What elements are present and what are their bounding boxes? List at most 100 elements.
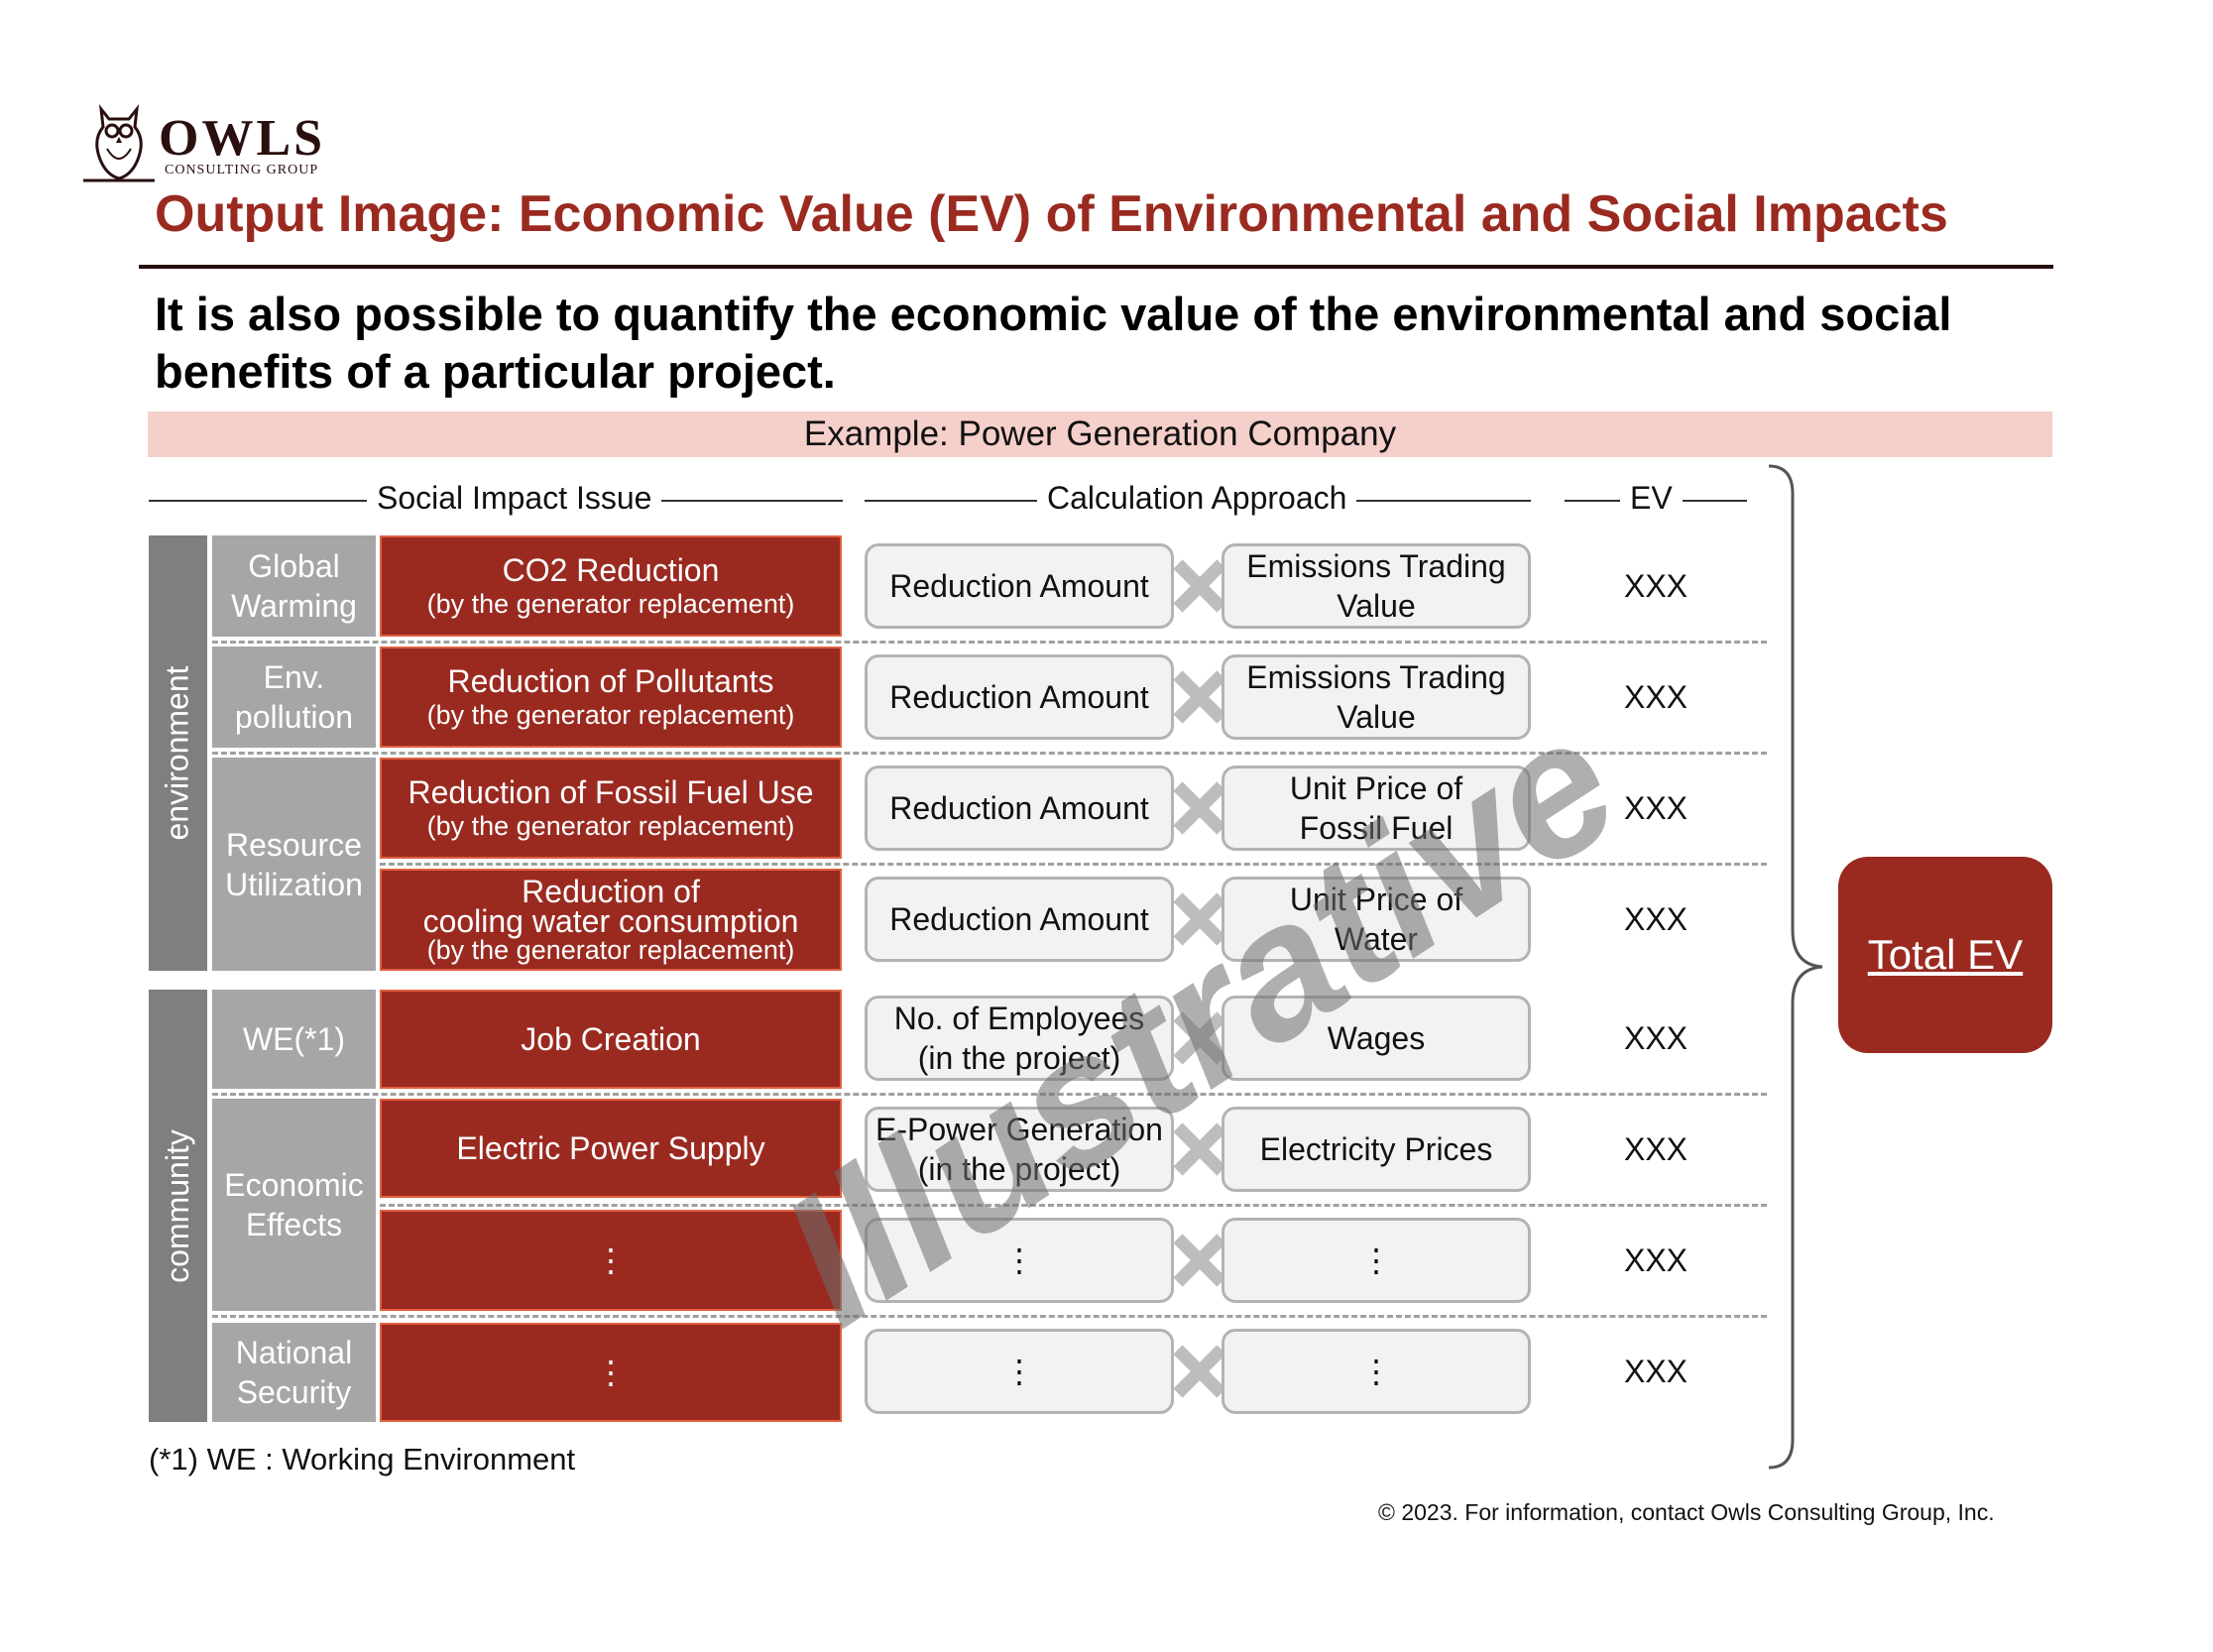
- sum-brace: [1768, 464, 1823, 1470]
- calc-label: Emissions Trading Value: [1246, 659, 1506, 735]
- ev-value: XXX: [1567, 877, 1745, 962]
- calc-label: Unit Price of Water: [1289, 882, 1463, 957]
- row-divider: [212, 1093, 1767, 1096]
- subcategory-label: Resource Utilization: [225, 826, 363, 902]
- calc-factor-2: Emissions Trading Value: [1222, 654, 1531, 740]
- calc-label: ⋮: [1360, 1242, 1392, 1278]
- ev-value: XXX: [1567, 1329, 1745, 1414]
- calc-label: Emissions Trading Value: [1246, 548, 1506, 624]
- calc-factor-2: Wages: [1222, 996, 1531, 1081]
- ev-text: XXX: [1623, 1241, 1689, 1278]
- issue-title: Job Creation: [521, 1021, 701, 1057]
- calc-factor-1: Reduction Amount: [865, 543, 1174, 629]
- multiply-icon: [1173, 892, 1226, 946]
- issue-ellipsis: ⋮: [380, 1323, 842, 1422]
- calc-label: No. of Employees (in the project): [893, 1001, 1145, 1076]
- calc-label: E-Power Generation (in the project): [875, 1112, 1163, 1187]
- page-title: Output Image: Economic Value (EV) of Env…: [155, 185, 1948, 243]
- issue-co2-reduction: CO2 Reduction (by the generator replacem…: [380, 535, 842, 637]
- issue-note: (by the generator replacement): [426, 811, 795, 841]
- calc-factor-2: ⋮: [1222, 1218, 1531, 1303]
- calc-label: Reduction Amount: [889, 679, 1149, 715]
- example-banner: Example: Power Generation Company: [148, 412, 2052, 457]
- calc-label: Wages: [1327, 1020, 1426, 1056]
- calc-label: ⋮: [1003, 1354, 1035, 1389]
- ev-text: XXX: [1623, 678, 1689, 715]
- ev-text: XXX: [1623, 1019, 1689, 1056]
- row-divider: [212, 752, 1767, 755]
- issue-note: (by the generator replacement): [426, 589, 795, 619]
- calc-factor-1: Reduction Amount: [865, 877, 1174, 962]
- row-divider: [380, 863, 1767, 866]
- ev-header: EV: [1620, 480, 1683, 517]
- calc-factor-1: No. of Employees (in the project): [865, 996, 1174, 1081]
- issue-note: (by the generator replacement): [426, 700, 795, 730]
- calc-factor-2: Unit Price of Fossil Fuel: [1222, 766, 1531, 851]
- row-divider: [212, 1315, 1767, 1318]
- category-community: community: [149, 990, 207, 1422]
- calc-factor-1: Reduction Amount: [865, 766, 1174, 851]
- calc-label: Unit Price of Fossil Fuel: [1289, 770, 1463, 846]
- issue-title: ⋮: [595, 1242, 627, 1278]
- subcategory-label: Global Warming: [231, 548, 357, 624]
- issue-title: CO2 Reduction: [502, 552, 720, 588]
- issue-fossil-fuel: Reduction of Fossil Fuel Use (by the gen…: [380, 758, 842, 859]
- ev-value: XXX: [1567, 996, 1745, 1081]
- calc-label: Electricity Prices: [1259, 1131, 1493, 1167]
- footnote: (*1) WE : Working Environment: [149, 1442, 576, 1476]
- calc-label: ⋮: [1360, 1354, 1392, 1389]
- ev-text: XXX: [1623, 1130, 1689, 1167]
- calc-factor-2: Emissions Trading Value: [1222, 543, 1531, 629]
- issue-cooling-water: Reduction of cooling water consumption (…: [380, 869, 842, 971]
- row-divider: [212, 641, 1767, 644]
- logo-wordmark: OWLS: [159, 110, 326, 167]
- ev-text: XXX: [1623, 789, 1689, 826]
- subcategory-label: Economic Effects: [224, 1167, 364, 1242]
- logo-subtitle: CONSULTING GROUP: [165, 163, 319, 177]
- multiply-icon: [1173, 1234, 1226, 1287]
- subcategory-national-security: National Security: [212, 1323, 376, 1422]
- ev-value: XXX: [1567, 766, 1745, 851]
- issue-electric-power-supply: Electric Power Supply: [380, 1099, 842, 1198]
- multiply-icon: [1173, 1011, 1226, 1065]
- calc-label: Reduction Amount: [889, 901, 1149, 937]
- calc-factor-1: ⋮: [865, 1329, 1174, 1414]
- subcategory-we: WE(*1): [212, 990, 376, 1089]
- subcategory-env-pollution: Env. pollution: [212, 647, 376, 748]
- subcategory-economic-effects: Economic Effects: [212, 1099, 376, 1311]
- issue-title: Reduction of Pollutants: [447, 663, 774, 699]
- total-ev-label: Total EV: [1867, 931, 2024, 978]
- multiply-icon: [1173, 1122, 1226, 1176]
- calc-factor-1: E-Power Generation (in the project): [865, 1107, 1174, 1192]
- calc-factor-2: Electricity Prices: [1222, 1107, 1531, 1192]
- issue-title: Reduction of Fossil Fuel Use: [408, 774, 814, 810]
- calc-label: ⋮: [1003, 1242, 1035, 1278]
- category-environment-label: environment: [160, 665, 195, 841]
- row-divider: [380, 1204, 1767, 1207]
- issue-header: Social Impact Issue: [367, 480, 662, 517]
- subcategory-global-warming: Global Warming: [212, 535, 376, 637]
- ev-text: XXX: [1623, 900, 1689, 937]
- issue-job-creation: Job Creation: [380, 990, 842, 1089]
- issue-ellipsis: ⋮: [380, 1210, 842, 1311]
- calc-factor-1: ⋮: [865, 1218, 1174, 1303]
- copyright: © 2023. For information, contact Owls Co…: [1378, 1499, 1995, 1525]
- ev-value: XXX: [1567, 654, 1745, 740]
- title-divider: [139, 265, 2053, 269]
- category-environment: environment: [149, 535, 207, 971]
- total-ev-box: Total EV: [1838, 857, 2052, 1053]
- example-label: Example: Power Generation Company: [803, 414, 1397, 453]
- subcategory-resource-utilization: Resource Utilization: [212, 758, 376, 971]
- ev-value: XXX: [1567, 543, 1745, 629]
- calc-label: Reduction Amount: [889, 790, 1149, 826]
- owl-icon: [83, 104, 155, 182]
- multiply-icon: [1173, 559, 1226, 613]
- ev-value: XXX: [1567, 1218, 1745, 1303]
- issue-title: Electric Power Supply: [456, 1130, 765, 1166]
- subcategory-label: WE(*1): [242, 1021, 346, 1057]
- calc-factor-2: ⋮: [1222, 1329, 1531, 1414]
- category-community-label: community: [160, 1128, 196, 1283]
- page-subtitle: It is also possible to quantify the econ…: [155, 288, 1952, 398]
- subcategory-label: Env. pollution: [234, 659, 354, 735]
- ev-value: XXX: [1567, 1107, 1745, 1192]
